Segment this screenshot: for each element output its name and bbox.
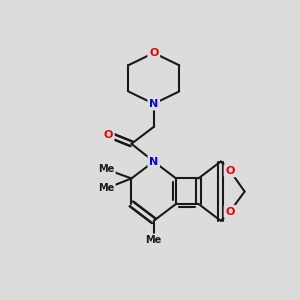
Text: Me: Me [146,235,162,245]
Text: O: O [149,48,158,58]
Text: O: O [225,207,235,217]
Text: Me: Me [98,164,114,174]
Text: N: N [149,99,158,109]
Text: Me: Me [98,184,114,194]
Text: O: O [103,130,113,140]
Text: N: N [149,157,158,166]
Text: O: O [225,166,235,176]
